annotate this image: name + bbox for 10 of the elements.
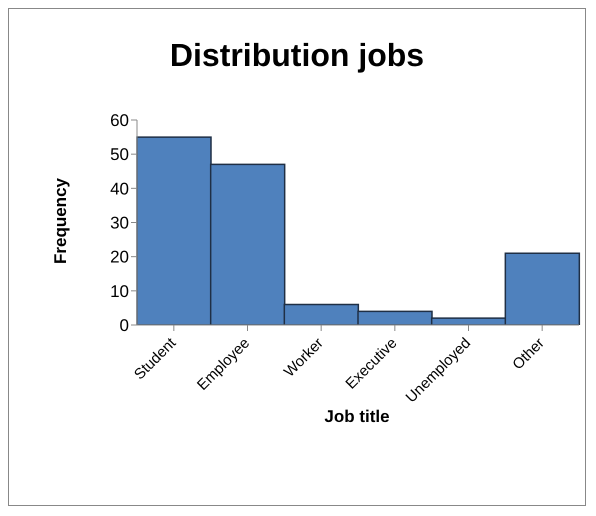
x-axis-title: Job title [323, 407, 391, 427]
y-tick-label: 50 [110, 145, 129, 164]
y-tick-label: 40 [110, 179, 129, 198]
y-tick-label: 0 [120, 316, 129, 336]
y-tick-label: 30 [110, 214, 129, 233]
y-tick-label: 10 [110, 282, 129, 301]
y-tick-label: 20 [110, 248, 129, 267]
y-axis-title: Frequency [51, 178, 71, 264]
y-tick-label: 60 [110, 111, 129, 130]
chart-title: Distribution jobs [168, 37, 426, 74]
